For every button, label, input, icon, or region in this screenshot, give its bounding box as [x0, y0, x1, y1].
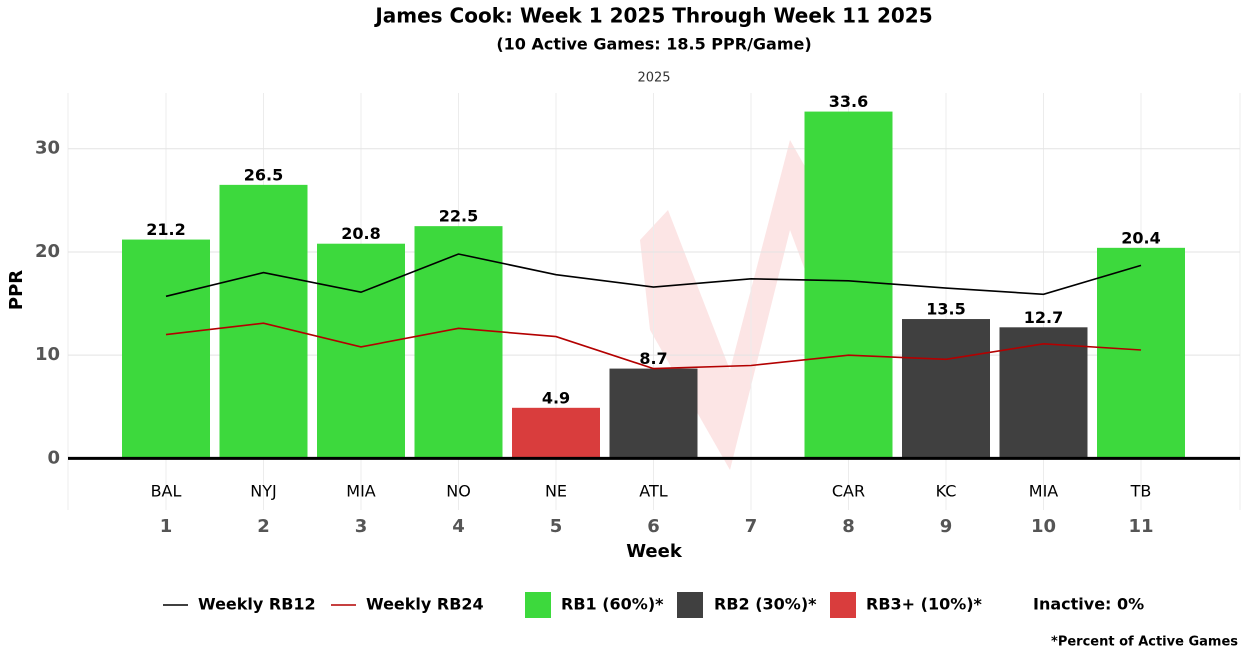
opponent-label: MIA: [1029, 482, 1059, 501]
x-tick-label: 3: [355, 516, 368, 537]
bar: [804, 111, 893, 459]
bar: [999, 327, 1088, 459]
opponent-label: NO: [446, 482, 471, 501]
inactive-label: Inactive: 0%: [1033, 595, 1144, 614]
bar: [512, 407, 600, 459]
footnote: *Percent of Active Games: [1051, 635, 1238, 650]
y-tick-label: 30: [35, 138, 60, 159]
legend-label: RB3+ (10%)*: [866, 595, 983, 614]
x-tick-label: 1: [160, 516, 173, 537]
opponent-label: NYJ: [250, 482, 276, 501]
y-tick-label: 20: [35, 241, 60, 262]
legend-swatch: [830, 592, 856, 618]
line-series: [165, 253, 1142, 298]
legend-label: RB2 (30%)*: [714, 595, 817, 614]
facet-label: 2025: [637, 71, 670, 86]
x-tick-label: 8: [842, 516, 855, 537]
x-tick-label: 5: [550, 516, 563, 537]
data-label: 4.9: [542, 388, 570, 407]
opponent-label: CAR: [832, 482, 865, 501]
chart-title: James Cook: Week 1 2025 Through Week 11 …: [373, 4, 932, 28]
opponent-label: KC: [936, 482, 957, 501]
data-label: 26.5: [244, 165, 283, 184]
opponent-label: NE: [545, 482, 567, 501]
bar: [902, 319, 990, 459]
x-tick-label: 11: [1128, 516, 1153, 537]
data-label: 8.7: [639, 349, 667, 368]
legend-label: RB1 (60%)*: [561, 595, 664, 614]
legend-swatch: [525, 592, 551, 618]
bar: [122, 239, 210, 459]
x-tick-label: 4: [452, 516, 465, 537]
x-axis-label: Week: [626, 541, 683, 562]
opponent-label: BAL: [151, 482, 182, 501]
legend-label: Weekly RB12: [198, 595, 316, 614]
x-tick-label: 10: [1031, 516, 1056, 537]
opponent-label: ATL: [639, 482, 667, 501]
bar: [609, 368, 698, 459]
data-label: 20.8: [341, 224, 380, 243]
data-label: 13.5: [926, 300, 965, 319]
x-tick-label: 7: [745, 516, 758, 537]
x-tick-label: 2: [257, 516, 270, 537]
data-label: 33.6: [829, 92, 868, 111]
bar: [317, 243, 405, 459]
data-label: 12.7: [1024, 308, 1063, 327]
bar: [219, 184, 308, 459]
legend-swatch: [677, 592, 703, 618]
legend-label: Weekly RB24: [366, 595, 484, 614]
bar: [1097, 247, 1185, 459]
chart-subtitle: (10 Active Games: 18.5 PPR/Game): [496, 35, 811, 54]
y-axis-label: PPR: [6, 270, 27, 310]
data-label: 22.5: [439, 207, 478, 226]
x-tick-label: 6: [647, 516, 660, 537]
y-tick-label: 0: [47, 447, 60, 468]
data-label: 20.4: [1121, 228, 1160, 247]
opponent-label: MIA: [346, 482, 376, 501]
data-label: 21.2: [146, 220, 185, 239]
y-tick-label: 10: [35, 344, 60, 365]
opponent-label: TB: [1130, 482, 1152, 501]
x-tick-label: 9: [940, 516, 953, 537]
line-series: [165, 322, 1142, 370]
